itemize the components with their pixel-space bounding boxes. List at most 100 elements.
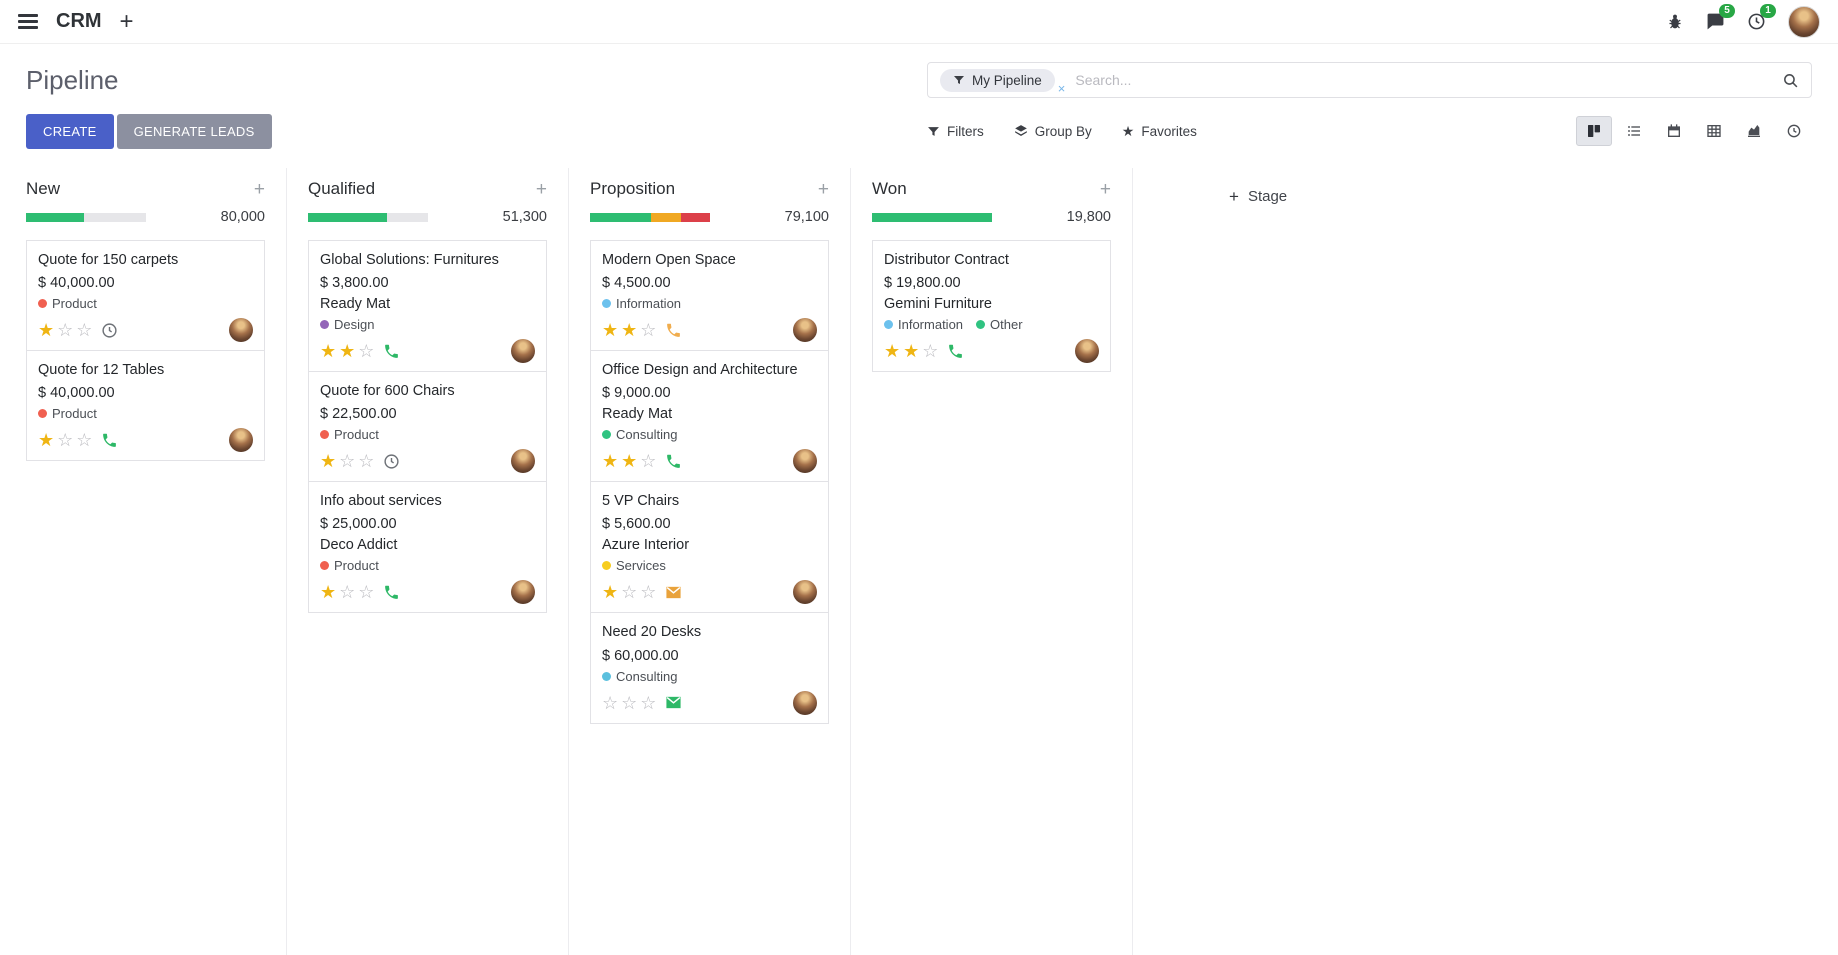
navbar-plus-icon[interactable]: +	[119, 7, 134, 35]
star-filled-icon[interactable]: ★	[903, 341, 920, 362]
messages-icon[interactable]: 5	[1706, 4, 1735, 31]
column-progressbar[interactable]	[872, 212, 992, 222]
search-icon[interactable]	[1782, 72, 1799, 89]
kanban-card[interactable]: Need 20 Desks $ 60,000.00 Consulting ☆ ☆ ☆	[590, 612, 829, 724]
phone-icon[interactable]	[947, 343, 964, 360]
star-empty-icon[interactable]: ☆	[621, 582, 638, 603]
user-avatar[interactable]	[1788, 5, 1820, 38]
apps-menu-icon[interactable]	[18, 11, 38, 32]
star-filled-icon[interactable]: ★	[621, 451, 638, 472]
activities-clock-icon[interactable]: 1	[1747, 4, 1776, 31]
view-switcher-list[interactable]	[1616, 116, 1652, 146]
star-empty-icon[interactable]: ☆	[358, 341, 375, 362]
kanban-card[interactable]: Quote for 12 Tables $ 40,000.00 Product ★ ☆ ☆	[26, 350, 265, 462]
star-empty-icon[interactable]: ☆	[640, 320, 657, 341]
card-title: Quote for 12 Tables	[38, 362, 165, 379]
favorites-menu[interactable]: ★ Favorites	[1122, 124, 1197, 139]
star-empty-icon[interactable]: ☆	[339, 582, 356, 603]
priority-stars[interactable]: ★ ★ ☆	[602, 321, 656, 339]
star-filled-icon[interactable]: ★	[602, 582, 619, 603]
column-quick-add-icon[interactable]: +	[253, 178, 265, 200]
star-empty-icon[interactable]: ☆	[76, 320, 93, 341]
priority-stars[interactable]: ★ ★ ☆	[602, 452, 656, 470]
star-empty-icon[interactable]: ☆	[640, 582, 657, 603]
star-filled-icon[interactable]: ★	[38, 430, 55, 451]
column-quick-add-icon[interactable]: +	[535, 178, 547, 200]
priority-stars[interactable]: ★ ☆ ☆	[38, 431, 92, 449]
priority-stars[interactable]: ★ ★ ☆	[320, 342, 374, 360]
star-filled-icon[interactable]: ★	[602, 451, 619, 472]
star-empty-icon[interactable]: ☆	[358, 582, 375, 603]
envelope-icon[interactable]	[665, 584, 682, 601]
phone-icon[interactable]	[383, 584, 400, 601]
view-switcher-calendar[interactable]	[1656, 116, 1692, 146]
star-empty-icon[interactable]: ☆	[57, 320, 74, 341]
priority-stars[interactable]: ★ ☆ ☆	[38, 321, 92, 339]
priority-stars[interactable]: ★ ☆ ☆	[320, 583, 374, 601]
column-quick-add-icon[interactable]: +	[1099, 178, 1111, 200]
search-input[interactable]	[1065, 72, 1782, 88]
kanban-card[interactable]: Global Solutions: Furnitures $ 3,800.00 Re…	[308, 240, 547, 373]
star-filled-icon[interactable]: ★	[602, 320, 619, 341]
app-name[interactable]: CRM	[56, 10, 102, 32]
facet-remove-icon[interactable]: ×	[1057, 81, 1066, 96]
phone-icon[interactable]	[665, 453, 682, 470]
search-box[interactable]: My Pipeline ×	[927, 62, 1812, 98]
star-filled-icon[interactable]: ★	[38, 320, 55, 341]
column-progressbar[interactable]	[308, 212, 428, 222]
phone-icon[interactable]	[101, 432, 118, 449]
kanban-card[interactable]: Office Design and Architecture $ 9,000.00…	[590, 350, 829, 483]
star-filled-icon[interactable]: ★	[884, 341, 901, 362]
view-switcher-pivot[interactable]	[1696, 116, 1732, 146]
phone-icon[interactable]	[383, 343, 400, 360]
card-tag: Design	[320, 317, 374, 332]
clock-icon[interactable]	[101, 322, 118, 339]
priority-stars[interactable]: ★ ☆ ☆	[320, 452, 374, 470]
star-empty-icon[interactable]: ☆	[922, 341, 939, 362]
priority-stars[interactable]: ★ ☆ ☆	[602, 583, 656, 601]
kanban-card[interactable]: Info about services $ 25,000.00 Deco Addic…	[308, 481, 547, 614]
star-empty-icon[interactable]: ☆	[57, 430, 74, 451]
kanban-card[interactable]: Distributor Contract $ 19,800.00 Gemini Fu…	[872, 240, 1111, 373]
generate-leads-button[interactable]: GENERATE LEADS	[116, 113, 272, 149]
star-empty-icon[interactable]: ☆	[358, 451, 375, 472]
progress-segment	[590, 212, 652, 222]
add-stage-button[interactable]: + Stage	[1229, 188, 1287, 205]
priority-stars[interactable]: ☆ ☆ ☆	[602, 694, 656, 712]
star-empty-icon[interactable]: ☆	[339, 451, 356, 472]
star-empty-icon[interactable]: ☆	[602, 692, 619, 713]
priority-stars[interactable]: ★ ★ ☆	[884, 342, 938, 360]
tag-label: Product	[52, 296, 97, 312]
kanban-column-won: Won +19,800 Distributor Contract $ 19,800.0…	[851, 168, 1133, 955]
salesperson-avatar	[511, 580, 535, 605]
view-switcher-kanban[interactable]	[1576, 116, 1612, 146]
column-title: Proposition	[590, 179, 676, 198]
star-filled-icon[interactable]: ★	[320, 341, 337, 362]
star-empty-icon[interactable]: ☆	[76, 430, 93, 451]
column-progressbar[interactable]	[26, 212, 146, 222]
create-button[interactable]: CREATE	[26, 113, 114, 149]
star-filled-icon[interactable]: ★	[320, 451, 337, 472]
debug-bug-icon[interactable]	[1666, 13, 1684, 31]
column-progressbar[interactable]	[590, 212, 710, 222]
star-empty-icon[interactable]: ☆	[640, 451, 657, 472]
kanban-card[interactable]: Quote for 150 carpets $ 40,000.00 Product ★…	[26, 240, 265, 352]
column-quick-add-icon[interactable]: +	[817, 178, 829, 200]
clock-icon[interactable]	[383, 453, 400, 470]
star-empty-icon[interactable]: ☆	[640, 692, 657, 713]
star-empty-icon[interactable]: ☆	[621, 692, 638, 713]
tag-color-dot	[602, 671, 611, 681]
kanban-card[interactable]: Quote for 600 Chairs $ 22,500.00 Product ★ ☆…	[308, 371, 547, 483]
group-by-menu[interactable]: Group By	[1014, 124, 1092, 139]
star-filled-icon[interactable]: ★	[621, 320, 638, 341]
kanban-card[interactable]: 5 VP Chairs $ 5,600.00 Azure Interior Servi…	[590, 481, 829, 614]
filters-menu[interactable]: Filters	[927, 124, 984, 139]
star-filled-icon[interactable]: ★	[339, 341, 356, 362]
view-switcher-activity[interactable]	[1776, 116, 1812, 146]
star-filled-icon[interactable]: ★	[320, 582, 337, 603]
envelope-icon[interactable]	[665, 694, 682, 711]
phone-icon[interactable]	[665, 322, 682, 339]
view-switcher-graph[interactable]	[1736, 116, 1772, 146]
card-tags: Product	[38, 406, 253, 421]
kanban-card[interactable]: Modern Open Space $ 4,500.00 Information ★ ★…	[590, 240, 829, 352]
